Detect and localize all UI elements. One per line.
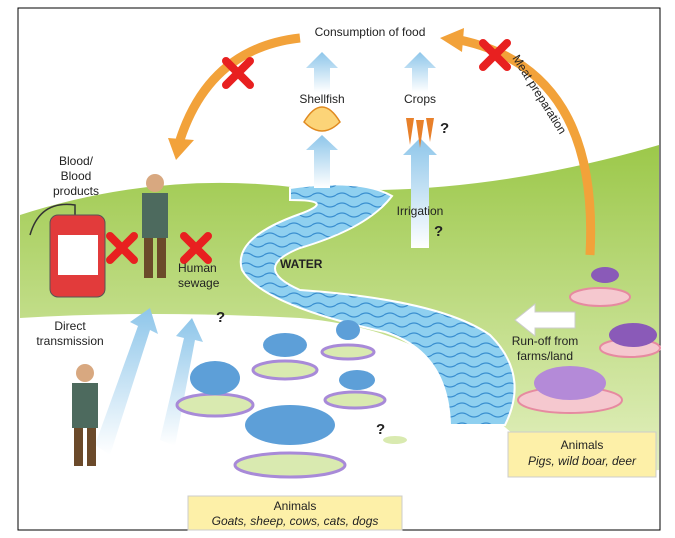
- label: Human: [178, 261, 217, 275]
- label: products: [53, 184, 99, 198]
- label: Direct: [54, 319, 86, 333]
- caption-title: Animals: [561, 438, 604, 452]
- caption-title: Animals: [274, 499, 317, 513]
- caption-text: Pigs, wild boar, deer: [528, 454, 637, 468]
- label: Shellfish: [299, 92, 344, 106]
- caption-text: Goats, sheep, cows, cats, dogs: [212, 514, 379, 528]
- question-mark: ?: [376, 421, 385, 438]
- label: sewage: [178, 276, 220, 290]
- label: Blood/: [59, 154, 94, 168]
- label: WATER: [280, 257, 323, 271]
- label: Blood: [61, 169, 92, 183]
- label: Crops: [404, 92, 436, 106]
- question-mark: ?: [216, 309, 225, 326]
- question-mark: ?: [434, 223, 443, 240]
- label: Consumption of food: [315, 25, 426, 39]
- bag-label: [58, 235, 98, 275]
- question-mark: ?: [440, 120, 449, 137]
- label: transmission: [36, 334, 103, 348]
- diagram: Consumption of food Meat preparation She…: [0, 0, 675, 538]
- label: Run-off from: [512, 334, 578, 348]
- label: Irrigation: [397, 204, 444, 218]
- label: farms/land: [517, 349, 573, 363]
